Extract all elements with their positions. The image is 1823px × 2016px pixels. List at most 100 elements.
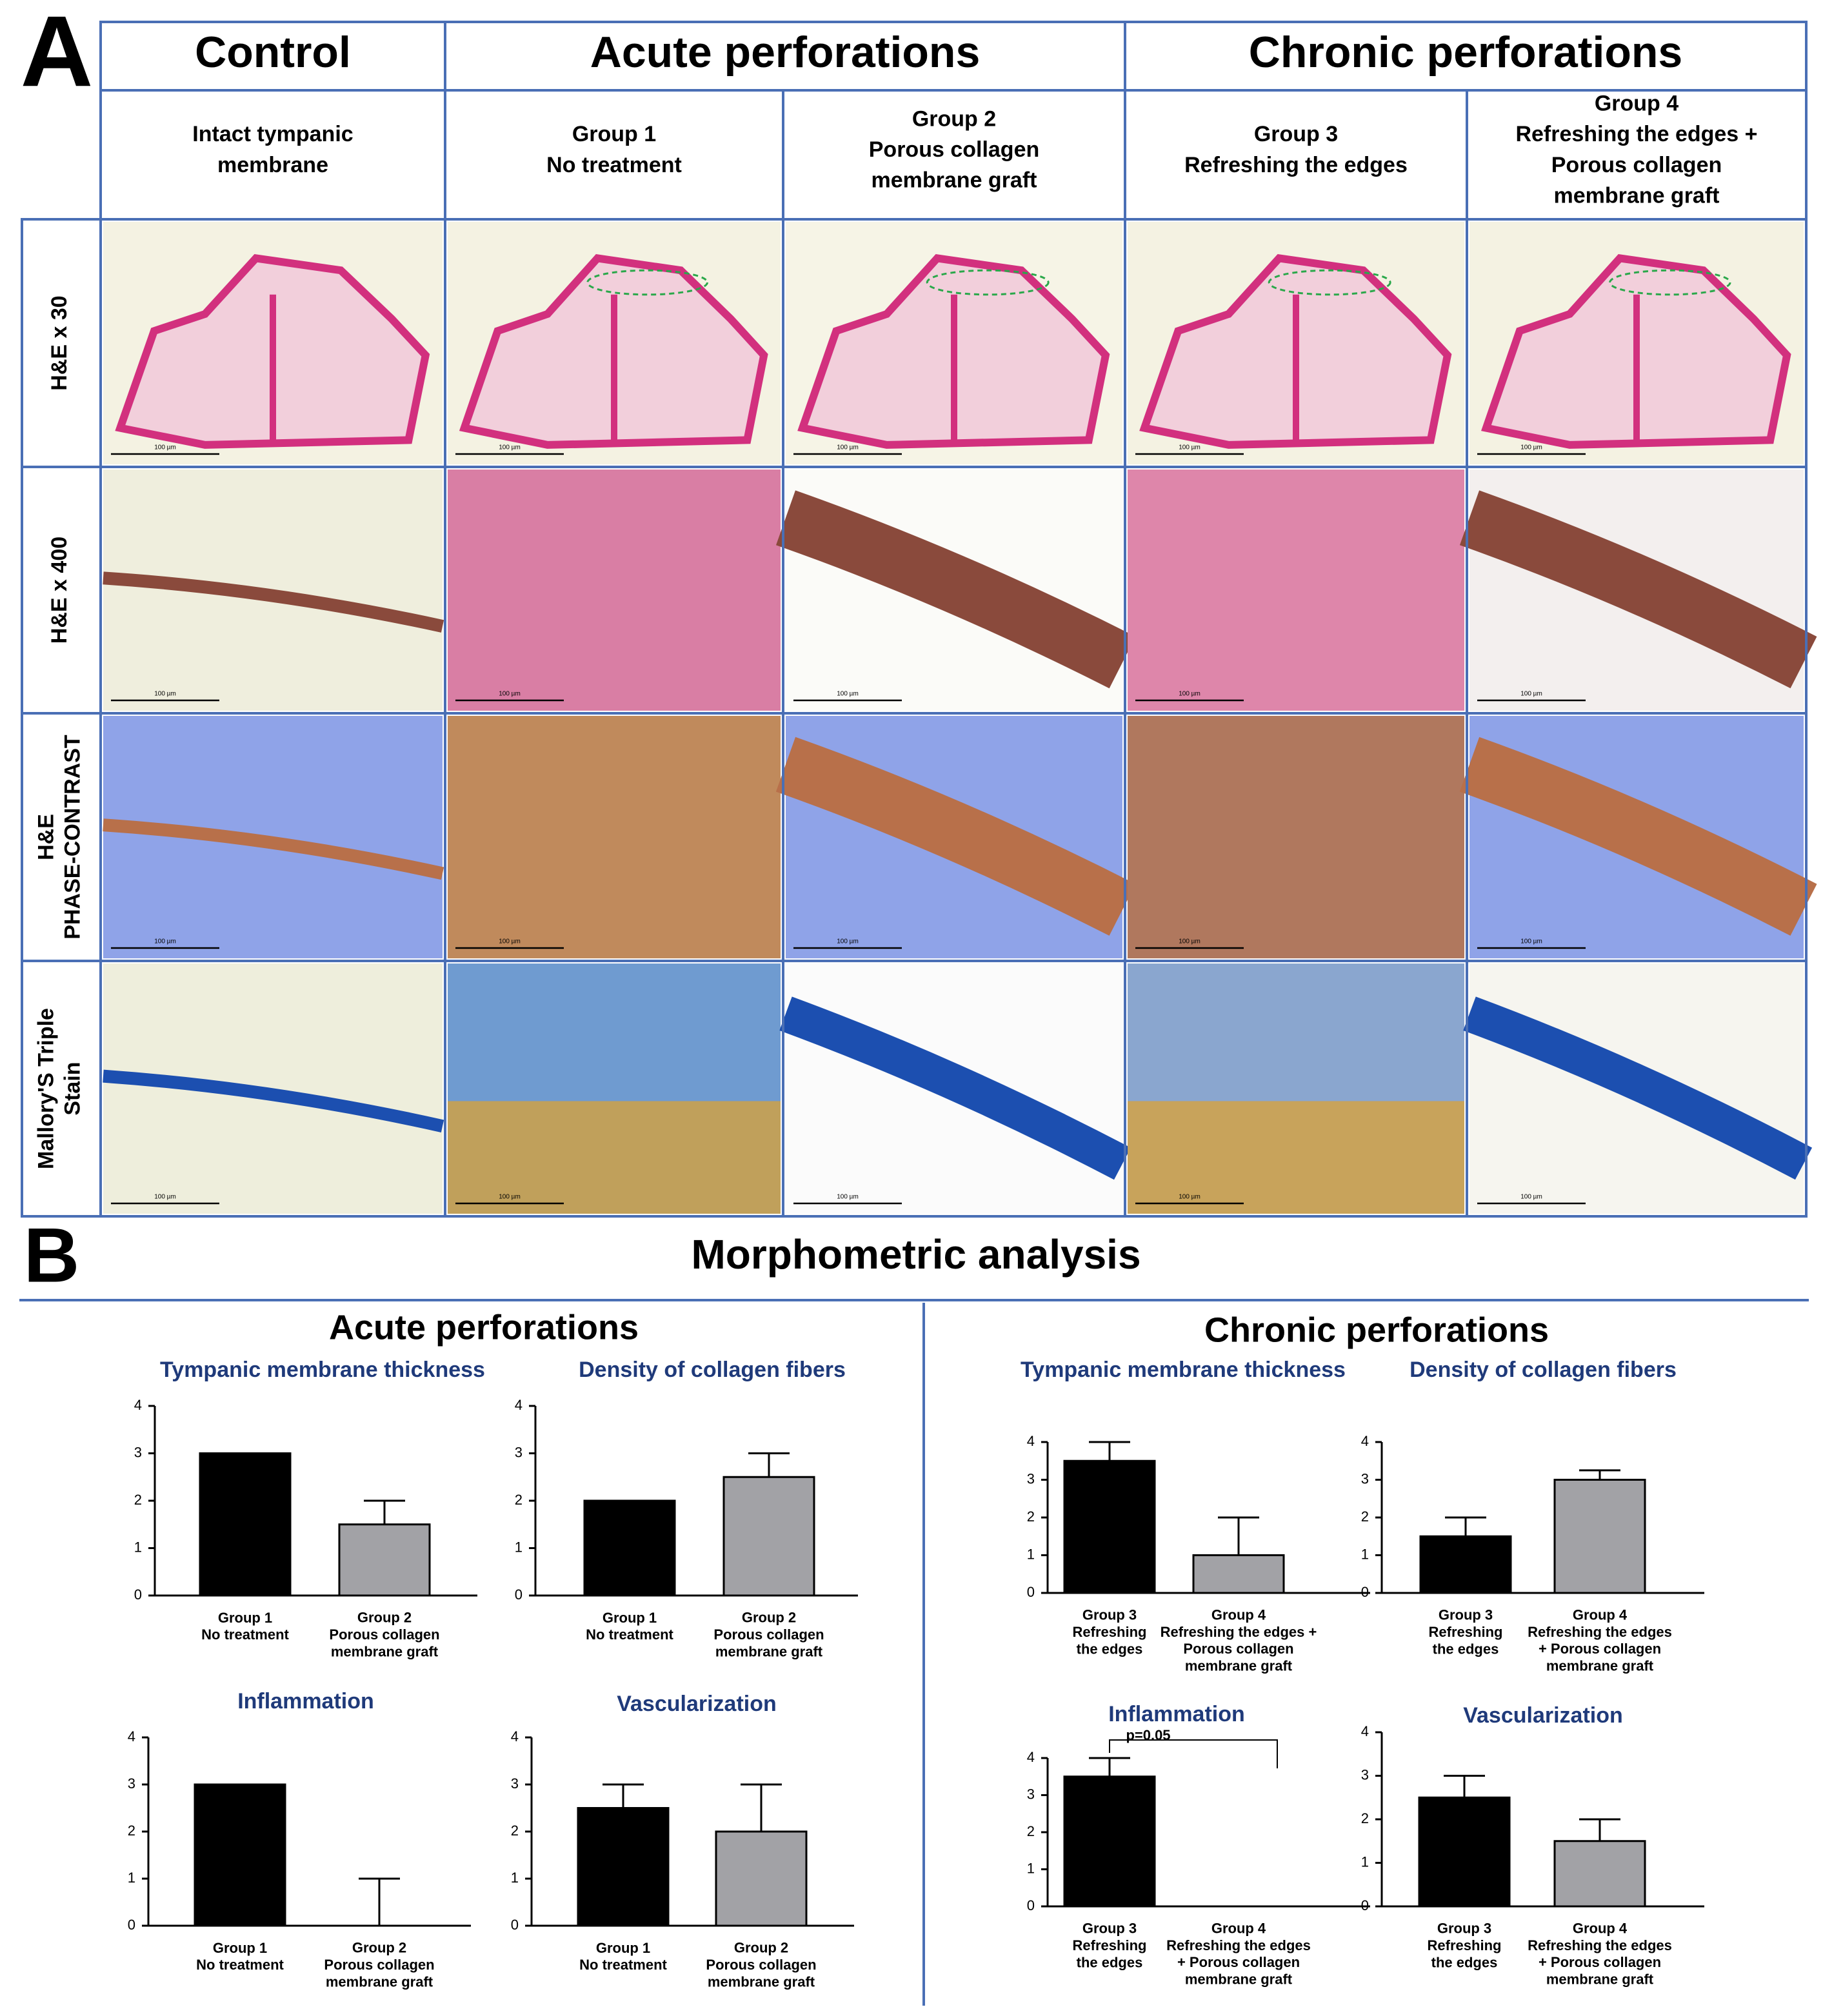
y-tick-label: 3 [1027,1470,1035,1487]
y-tick-label: 0 [1027,1584,1035,1600]
micrograph: 100 µm [448,469,781,711]
membrane [776,490,1136,689]
chart-title: Inflammation [237,1689,374,1714]
y-tick-label: 4 [1361,1433,1369,1449]
y-tick-label: 0 [1361,1897,1369,1913]
image-bg [1128,716,1464,958]
x-tick-label: Group 2 Porous collagen membrane graft [329,1609,439,1659]
y-tick-label: 3 [1027,1786,1035,1802]
micrograph: 100 µm [775,716,1136,958]
scale-bar-label: 100 µm [837,1194,859,1201]
x-tick-label: Group 1 No treatment [196,1940,284,1973]
micrograph: 100 µm [448,964,781,1214]
membrane [1459,736,1817,936]
micrograph: 100 µm [779,964,1131,1214]
micrograph: 100 µm [1459,469,1817,711]
micrograph: 100 µm [786,222,1122,464]
y-tick-label: 1 [511,1870,519,1886]
scale-bar-label: 100 µm [499,1194,521,1201]
scale-bar-label: 100 µm [1520,1194,1542,1201]
bar [722,1476,815,1597]
y-tick-label: 2 [511,1823,519,1839]
scale-bar-label: 100 µm [1179,1194,1200,1201]
scale-bar-label: 100 µm [1179,444,1200,451]
row-label: H&E x 30 [47,295,72,390]
bar [1553,1479,1646,1594]
x-tick-label: Group 1 No treatment [586,1610,673,1643]
chart-title: Tympanic membrane thickness [1021,1358,1346,1382]
membrane [1463,996,1813,1180]
image-bg [1128,469,1464,711]
y-tick-label: 3 [515,1444,523,1460]
y-tick-label: 1 [134,1539,142,1555]
chart-title: Inflammation [1108,1702,1245,1726]
micrograph: 100 µm [1128,222,1464,464]
bar [338,1523,431,1597]
micrograph: 100 µm [1128,964,1464,1214]
y-tick-label: 2 [515,1492,523,1508]
bar [1419,1535,1512,1594]
y-tick-label: 3 [128,1775,135,1792]
bar [1192,1554,1285,1594]
x-tick-label: Group 1 No treatment [201,1610,289,1643]
annotation: p=0.05 [1126,1727,1170,1743]
perforation-marker [926,269,1050,296]
chart-title: Density of collagen fibers [1410,1358,1677,1382]
y-tick-label: 0 [1027,1897,1035,1913]
scale-bar-label: 100 µm [499,444,521,451]
y-tick-label: 4 [128,1728,135,1744]
x-tick-label: Group 4 Refreshing the edges + Porous coll… [1528,1606,1672,1674]
x-tick-label: Group 1 No treatment [579,1940,667,1973]
subgroup-header: Group 2 Porous collagen membrane graft [869,106,1040,192]
micrograph: 100 µm [1469,222,1804,464]
micrograph: 100 µm [448,716,781,958]
significance-bracket [1109,1739,1278,1768]
scale-bar-label: 100 µm [154,444,176,451]
row-label: Mallory'S Triple Stain [34,1008,85,1169]
x-tick-label: Group 3 Refreshing the edges [1429,1606,1503,1657]
x-tick-label: Group 3 Refreshing the edges [1428,1920,1502,1970]
bar [1063,1775,1156,1908]
y-tick-label: 4 [515,1397,523,1413]
bar [1553,1840,1646,1908]
scale-bar-label: 100 µm [154,938,176,945]
chart-title: Tympanic membrane thickness [160,1358,485,1382]
row-label: H&E x 400 [47,537,72,644]
y-tick-label: 1 [1361,1853,1369,1870]
x-tick-label: Group 4 Refreshing the edges + Porous coll… [1528,1920,1672,1987]
y-tick-label: 1 [1027,1860,1035,1876]
micrograph: 100 µm [103,469,444,711]
y-tick-label: 0 [128,1917,135,1933]
x-tick-label: Group 2 Porous collagen membrane graft [324,1939,434,1990]
micrograph: 100 µm [448,222,781,464]
perforation-marker [586,269,708,296]
y-tick-label: 4 [1027,1433,1035,1449]
y-tick-label: 3 [1361,1766,1369,1783]
x-tick-label: Group 4 Refreshing the edges + Porous coll… [1166,1920,1311,1987]
y-tick-label: 1 [515,1539,523,1555]
chart-title: Vascularization [617,1692,777,1716]
y-tick-label: 4 [1027,1749,1035,1765]
subgroup-header: Intact tympanic membrane [192,122,353,177]
scale-bar-label: 100 µm [1179,938,1200,945]
y-tick-label: 4 [1361,1723,1369,1739]
y-tick-label: 0 [134,1586,142,1603]
group-header: Control [195,28,351,77]
x-tick-label: Group 2 Porous collagen membrane graft [713,1609,824,1659]
x-tick-label: Group 4 Refreshing the edges + Porous coll… [1161,1606,1317,1674]
panel-label: B [24,1212,80,1299]
scale-bar-label: 100 µm [1520,938,1542,945]
scale-bar-label: 100 µm [1179,691,1200,698]
subgroup-header: Group 4 Refreshing the edges + Porous coll… [1515,92,1757,208]
bar [583,1499,676,1597]
row-label: H&E PHASE-CONTRAST [34,735,85,940]
perforation-marker [1609,269,1731,296]
y-tick-label: 0 [1361,1584,1369,1600]
micrograph: 100 µm [1128,716,1464,958]
bar [577,1807,670,1927]
chart-title: Vascularization [1463,1703,1623,1728]
section-title: Chronic perforations [1204,1310,1549,1349]
y-tick-label: 0 [515,1586,523,1603]
